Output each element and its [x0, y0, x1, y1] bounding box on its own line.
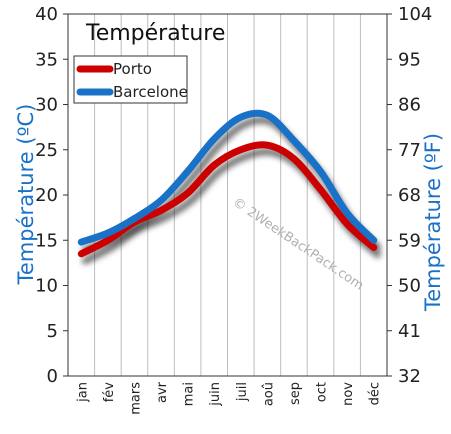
x-tick-label: jan [75, 382, 90, 403]
x-tick-label: juil [235, 382, 250, 402]
series-line-barcelone [77, 109, 378, 246]
y-tick-label-right: 68 [398, 185, 421, 206]
y-tick-label-right: 86 [398, 95, 421, 116]
y-tick-label-left: 5 [47, 321, 58, 342]
y-tick-label-right: 50 [398, 276, 421, 297]
x-tick-label: oct [315, 382, 330, 402]
series-layer [77, 109, 378, 258]
x-tick-label: mars [128, 382, 143, 415]
x-tick-label: juin [208, 382, 223, 407]
axis-layer: 0 5 10 15 20 25 30 35 40 32 41 50 59 68 77 86 95 104 jan fé… [35, 4, 432, 415]
y-tick-label-left: 0 [47, 366, 58, 387]
y-tick-label-right: 41 [398, 321, 421, 342]
y-tick-label-left: 35 [35, 49, 58, 70]
x-tick-label: fév [102, 382, 117, 403]
y-tick-label-right: 95 [398, 49, 421, 70]
y-axis-title-left: Température (ºC) [14, 104, 38, 286]
y-tick-label-right: 32 [398, 366, 421, 387]
x-tick-label: avr [155, 381, 170, 403]
y-tick-label-right: 59 [398, 230, 421, 251]
legend-label-porto: Porto [113, 60, 152, 78]
y-tick-label-left: 40 [35, 4, 58, 25]
y-tick-label-left: 20 [35, 185, 58, 206]
x-tick-label: déc [368, 382, 383, 405]
legend-label-barcelone: Barcelone [113, 83, 188, 101]
chart-title: Température [85, 21, 225, 46]
x-tick-label: sep [288, 382, 303, 405]
legend: Porto Barcelone [73, 55, 188, 104]
y-tick-label-right: 77 [398, 140, 421, 161]
y-tick-label-right: 104 [398, 4, 432, 25]
x-tick-label: nov [341, 382, 356, 406]
y-tick-label-left: 30 [35, 95, 58, 116]
y-tick-label-left: 15 [35, 230, 58, 251]
y-tick-label-left: 10 [35, 276, 58, 297]
y-tick-label-left: 25 [35, 140, 58, 161]
y-axis-title-right: Température (ºF) [421, 133, 445, 312]
x-tick-label: aoû [261, 382, 276, 406]
x-tick-label: mai [182, 382, 197, 406]
